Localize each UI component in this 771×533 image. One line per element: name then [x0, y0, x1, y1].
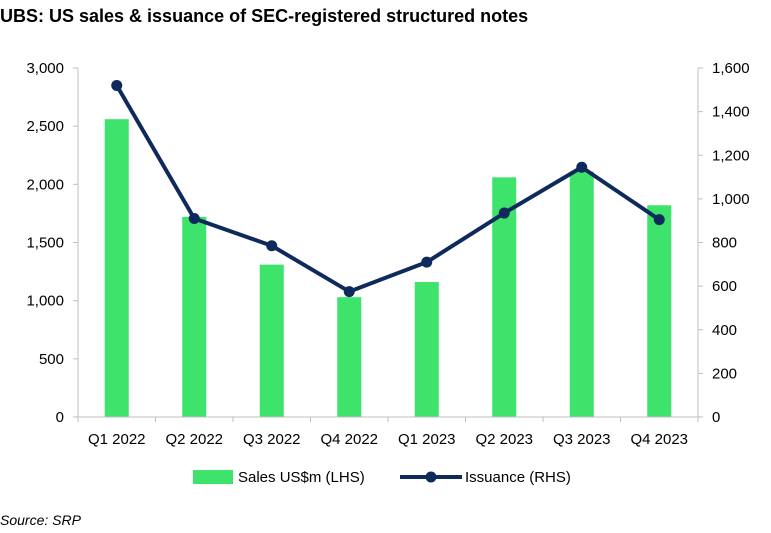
- issuance-point-0: [111, 79, 123, 91]
- bar-3: [337, 297, 362, 417]
- legend-line-label: Issuance (RHS): [465, 469, 571, 486]
- issuance-point-6: [576, 161, 588, 173]
- issuance-point-2: [266, 240, 278, 252]
- bar-7: [647, 205, 672, 417]
- left-tick-label: 500: [39, 351, 64, 368]
- bar-1: [182, 216, 207, 417]
- right-tick-label: 200: [712, 365, 737, 382]
- issuance-point-5: [498, 207, 510, 219]
- x-tick-label: Q3 2023: [553, 431, 611, 448]
- legend-bars-label: Sales US$m (LHS): [238, 469, 365, 486]
- right-tick-label: 1,600: [712, 60, 750, 77]
- x-tick-label: Q1 2022: [88, 431, 146, 448]
- ticks-layer: 0 500 1,000 1,500 2,000 2,500 3,000 0 200 400 600 8…: [26, 60, 749, 448]
- right-tick-label: 600: [712, 278, 737, 295]
- x-tick-label: Q2 2022: [165, 431, 223, 448]
- bar-0: [104, 119, 129, 417]
- right-tick-label: 1,200: [712, 147, 750, 164]
- x-tick-label: Q1 2023: [398, 431, 456, 448]
- left-tick-label: 1,000: [26, 293, 64, 310]
- legend-line-marker: [425, 471, 437, 483]
- x-tick-label: Q4 2023: [630, 431, 688, 448]
- issuance-point-1: [188, 213, 200, 225]
- x-tick-label: Q3 2022: [243, 431, 301, 448]
- bar-4: [414, 282, 439, 417]
- right-tick-label: 1,400: [712, 104, 750, 121]
- source-note: Source: SRP: [0, 512, 81, 528]
- x-tick-label: Q2 2023: [475, 431, 533, 448]
- left-tick-label: 2,000: [26, 176, 64, 193]
- legend: Sales US$m (LHS) Issuance (RHS): [193, 469, 571, 486]
- line-layer: [111, 79, 665, 298]
- legend-bars-swatch: [193, 470, 233, 484]
- bars-layer: [104, 119, 672, 417]
- axes-layer: [73, 67, 703, 422]
- issuance-line: [115, 84, 661, 294]
- issuance-point-7: [653, 214, 665, 226]
- right-tick-label: 1,000: [712, 191, 750, 208]
- chart-title: UBS: US sales & issuance of SEC-register…: [0, 6, 529, 26]
- bar-2: [259, 264, 284, 417]
- issuance-point-4: [421, 256, 433, 268]
- x-tick-label: Q4 2022: [320, 431, 378, 448]
- issuance-point-3: [343, 286, 355, 298]
- right-tick-label: 0: [712, 409, 720, 426]
- left-tick-label: 2,500: [26, 118, 64, 135]
- left-tick-label: 1,500: [26, 235, 64, 252]
- left-tick-label: 0: [56, 409, 64, 426]
- right-tick-label: 400: [712, 322, 737, 339]
- bar-6: [569, 171, 594, 417]
- left-tick-label: 3,000: [26, 60, 64, 77]
- right-tick-label: 800: [712, 235, 737, 252]
